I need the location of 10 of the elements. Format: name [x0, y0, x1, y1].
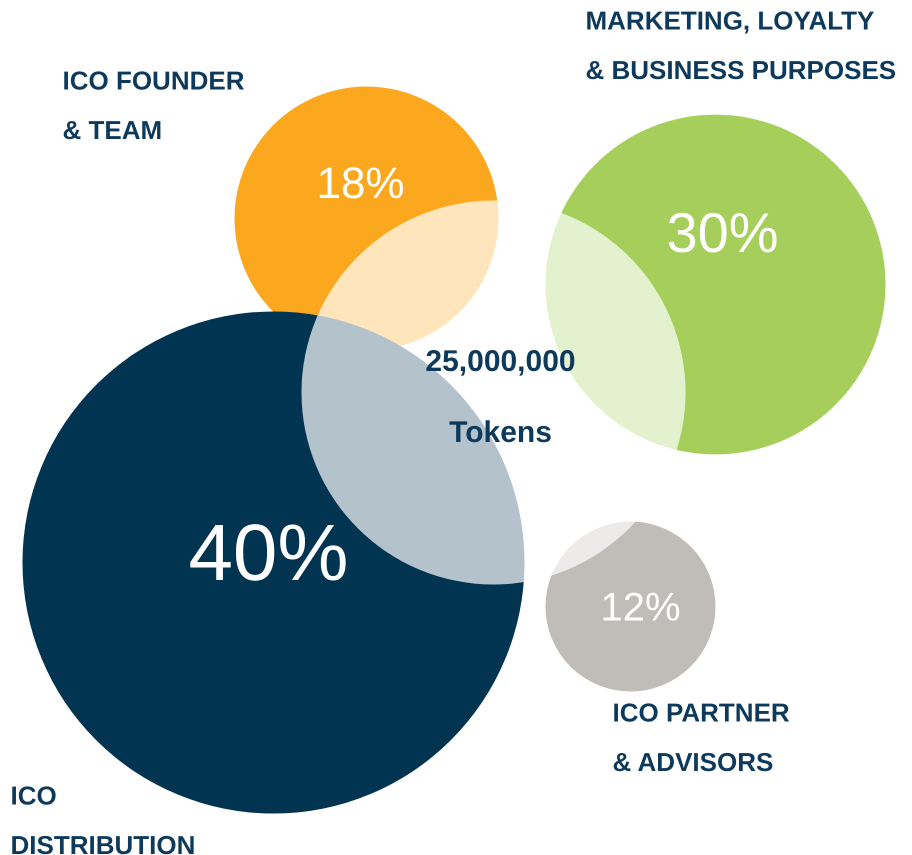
- category-label: ICO FOUNDER & TEAM: [62, 66, 245, 145]
- category-label: ICO DISTRIBUTION: [10, 780, 196, 855]
- data-label: 18%: [316, 159, 405, 208]
- data-label: 30%: [666, 201, 779, 264]
- category-label: ICO PARTNER & ADVISORS: [612, 698, 790, 777]
- text: 25,000,000: [425, 345, 576, 378]
- category-label: MARKETING, LOYALTY & BUSINESS PURPOSES: [586, 6, 896, 85]
- text: Tokens: [449, 416, 552, 449]
- data-label: 40%: [188, 508, 349, 597]
- data-label: 12%: [600, 586, 681, 630]
